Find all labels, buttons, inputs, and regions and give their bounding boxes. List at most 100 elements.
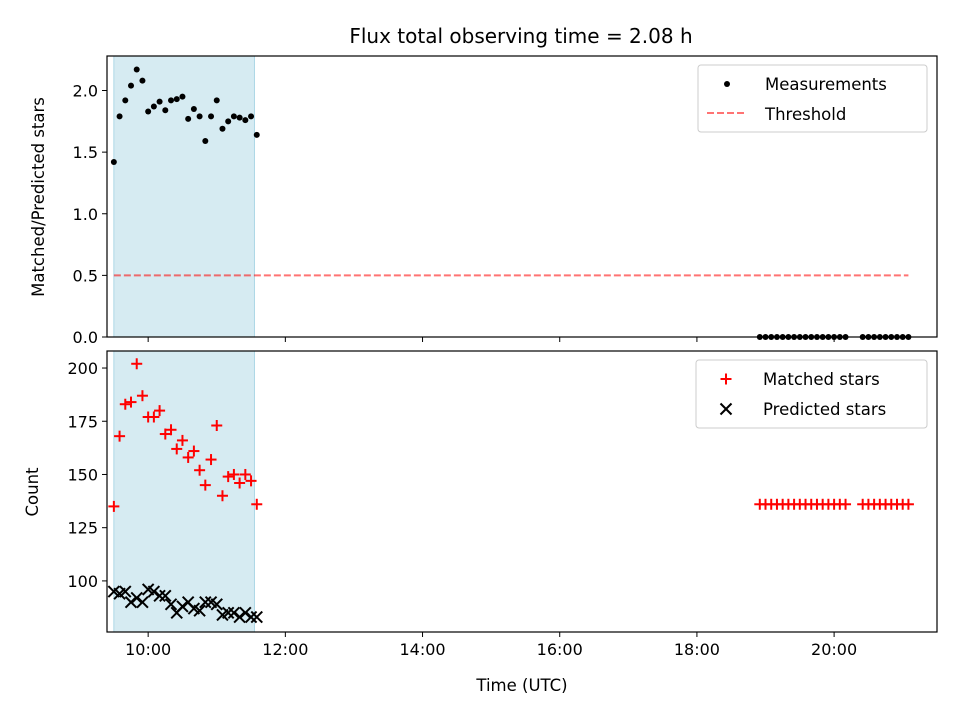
top-legend: Measurements Threshold [697,64,928,133]
legend-measurements-label: Measurements [765,75,887,94]
bottom-panel: 100 125 150 175 200 10:00 12:00 14:00 16:00 18:0… [23,350,938,695]
top-panel: 0.00.51.01.52.0 Matched/Predicted stars … [29,55,938,347]
cross-stroke [181,595,195,609]
measurement-point [128,82,135,89]
bottom-legend: Matched stars Predicted stars [695,359,928,429]
predicted-star-point [193,604,206,617]
predicted-star-point [239,606,252,620]
x-tick-label: 10:00 [125,640,171,659]
measurement-point [173,96,180,103]
measurement-point [196,113,203,120]
cross-stroke [119,585,132,598]
predicted-star-point [233,610,246,624]
cross-stroke [164,598,178,611]
bottom-shaded-interval [113,351,255,632]
matched-star-point [159,428,171,440]
matched-star-point [245,475,257,487]
x-tick-label: 18:00 [674,640,720,659]
matched-star-point [902,498,914,510]
matched-star-point [176,434,188,446]
measurement-point [242,117,249,124]
cross-stroke [153,589,166,603]
matched-star-point [234,477,246,489]
matched-star-point [182,451,194,463]
cross-stroke [136,595,149,609]
measurement-point [116,113,123,120]
cross-stroke [124,595,138,609]
cross-stroke [244,610,258,624]
predicted-star-point [136,595,149,609]
matched-star-point [239,468,251,480]
predicted-star-point [210,598,223,611]
shaded-region [113,56,255,337]
measurement-point [179,93,186,100]
top-x-ticks [147,337,835,342]
y-tick-label: 200 [67,359,98,378]
matched-star-point [131,358,143,370]
count-series [107,358,914,624]
predicted-star-point [199,595,212,609]
matched-star-point [136,390,148,402]
top-y-axis-title: Matched/Predicted stars [29,97,48,297]
y-tick-label: 125 [67,519,98,538]
matched-star-point [125,396,137,408]
x-tick-label: 14:00 [399,640,445,659]
cross-stroke [159,589,172,603]
matched-star-point [211,420,223,432]
cross-stroke [210,598,223,611]
predicted-star-point [227,606,241,620]
measurement-point [190,105,197,112]
cross-stroke [719,402,733,416]
cross-stroke [239,606,252,620]
top-y-ticks: 0.0 0.5 1.0 1.5 2.0 [73,82,107,347]
matched-star-point [165,424,177,436]
matched-star-point [199,479,211,491]
cross-stroke [221,606,235,620]
legend-predicted-label: Predicted stars [763,400,886,419]
legend-threshold-label: Threshold [764,105,846,124]
matched-star-point [114,430,126,442]
cross-stroke [227,606,241,620]
measurement-point [202,138,209,145]
bottom-y-axis-title: Count [23,467,42,517]
measurement-point [185,115,192,122]
legend-measurement-marker [724,81,730,87]
measurement-point [139,77,146,84]
legend-matched-marker [720,373,732,385]
y-tick-label: 1.0 [73,205,98,224]
measurement-point [122,97,129,104]
matched-star-point [108,500,120,512]
predicted-star-point [153,589,166,603]
x-tick-label: 16:00 [537,640,583,659]
y-tick-label: 175 [67,412,98,431]
y-tick-label: 2.0 [73,82,98,101]
bottom-y-ticks: 100 125 150 175 200 [67,359,107,591]
matched-star-point [205,454,217,466]
measurement-point [219,125,226,132]
cross-stroke [141,583,155,596]
y-tick-label: 0.5 [73,266,98,285]
measurement-point [213,97,220,104]
measurement-point [248,113,255,120]
measurement-point [150,103,157,110]
measurement-point [156,98,163,105]
predicted-star-point [244,610,258,624]
measurement-point [133,66,140,73]
bottom-axes-frame [106,350,938,633]
measurement-point [230,113,237,120]
cross-stroke [187,602,201,615]
y-tick-label: 150 [67,465,98,484]
cross-stroke [176,600,189,613]
matched-star-point [194,464,206,476]
matched-star-point [171,443,183,455]
top-axes-frame [106,55,938,338]
top-shaded-interval [113,56,255,337]
cross-stroke [233,610,246,624]
cross-stroke [130,591,143,605]
measurement-point [168,97,175,104]
x-axis-title: Time (UTC) [475,676,567,695]
predicted-star-point [176,600,189,613]
matched-star-point [154,405,166,417]
y-tick-label: 0.0 [73,328,98,347]
legend-box [697,64,928,133]
